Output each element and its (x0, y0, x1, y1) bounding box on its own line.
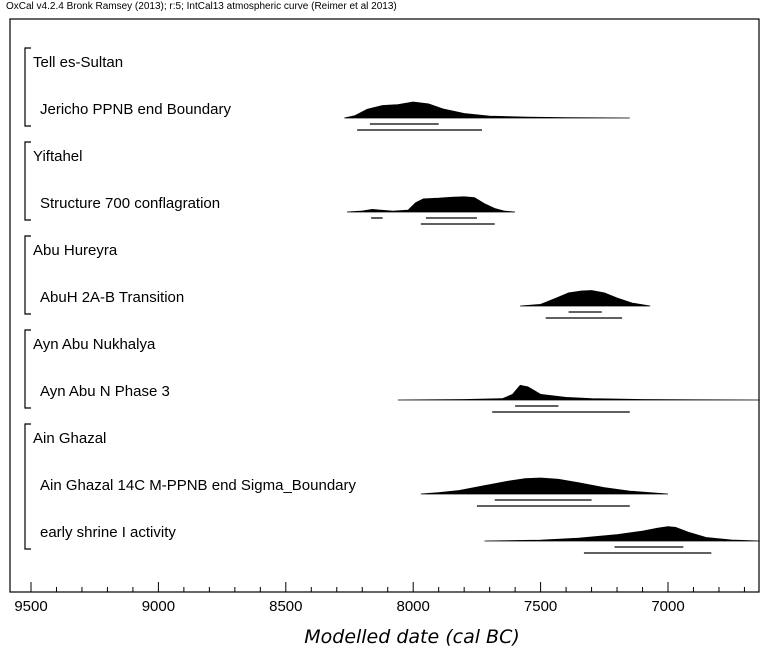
density-curve (520, 290, 651, 307)
item-label: Ayn Abu N Phase 3 (40, 383, 170, 400)
group-bracket (24, 141, 31, 221)
group-label: Yiftahel (33, 148, 82, 165)
item-label: Structure 700 conflagration (40, 195, 220, 212)
item-label: AbuH 2A-B Transition (40, 289, 184, 306)
item-label: early shrine I activity (40, 524, 176, 541)
x-tick-label: 9500 (14, 598, 47, 615)
density-curve (397, 384, 760, 401)
item-label: Ain Ghazal 14C M-PPNB end Sigma_Boundary (40, 477, 356, 494)
density-curve (346, 196, 516, 213)
x-tick-label: 8500 (269, 598, 302, 615)
group-bracket (24, 47, 31, 127)
x-tick-label: 9000 (142, 598, 175, 615)
density-curve (420, 477, 669, 495)
item-label: Jericho PPNB end Boundary (40, 101, 231, 118)
density-curve (344, 101, 630, 119)
plot-frame (9, 18, 760, 593)
group-label: Tell es-Sultan (33, 54, 123, 71)
group-label: Ayn Abu Nukhalya (33, 336, 156, 353)
density-curve (484, 526, 760, 542)
group-bracket (24, 423, 31, 550)
x-axis: 9500 9000 8500 8000 7500 7000 (14, 582, 745, 615)
group-label: Ain Ghazal (33, 430, 106, 447)
group-bracket (24, 235, 31, 315)
plot-rows: Tell es-Sultan Jericho PPNB end Boundary Y… (24, 47, 760, 554)
x-tick-label: 7000 (651, 598, 684, 615)
x-axis-label: Modelled date (cal BC) (304, 626, 520, 648)
group-bracket (24, 329, 31, 409)
oxcal-version-header: OxCal v4.2.4 Bronk Ramsey (2013); r:5; I… (6, 1, 397, 12)
x-tick-label: 8000 (397, 598, 430, 615)
group-label: Abu Hureyra (33, 242, 118, 259)
x-tick-label: 7500 (524, 598, 557, 615)
